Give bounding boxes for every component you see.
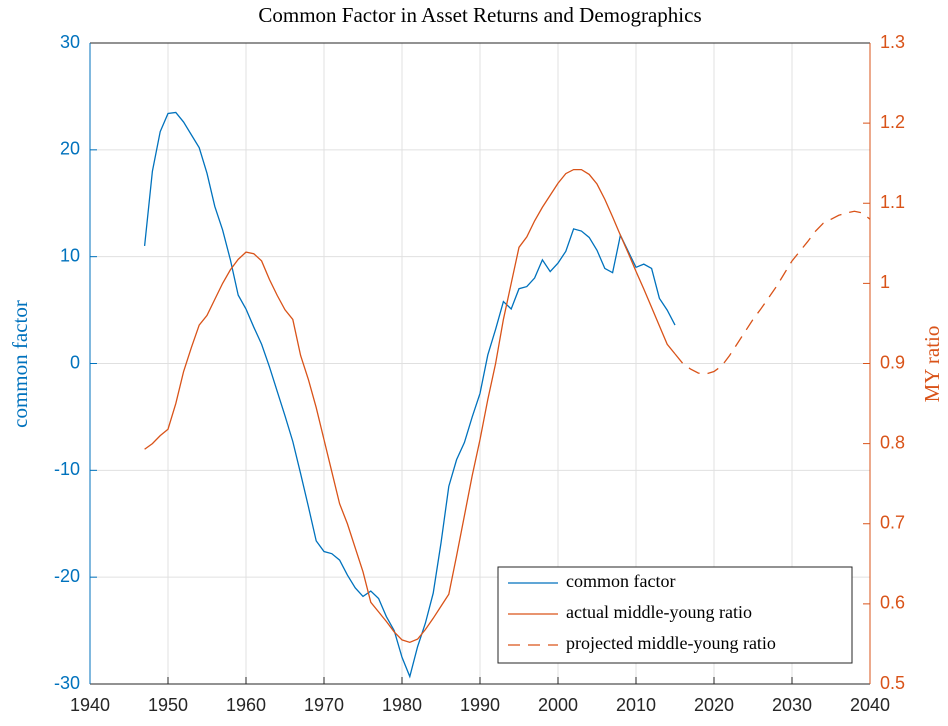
y2-tick-label: 0.5 (880, 673, 905, 693)
x-tick-label: 1970 (304, 695, 344, 715)
y2-tick-label: 1.2 (880, 112, 905, 132)
y2-tick-label: 0.9 (880, 352, 905, 372)
y-tick-label: 20 (60, 139, 80, 159)
chart-title: Common Factor in Asset Returns and Demog… (258, 3, 701, 27)
y2-tick-label: 0.7 (880, 513, 905, 533)
x-tick-label: 2040 (850, 695, 890, 715)
y-tick-label: 10 (60, 245, 80, 265)
y2-tick-label: 0.8 (880, 432, 905, 452)
y2-tick-label: 1.3 (880, 32, 905, 52)
x-tick-label: 2030 (772, 695, 812, 715)
x-tick-label: 2000 (538, 695, 578, 715)
y-tick-label: -10 (54, 459, 80, 479)
y2-tick-label: 1 (880, 272, 890, 292)
x-tick-label: 1940 (70, 695, 110, 715)
x-tick-label: 1960 (226, 695, 266, 715)
x-tick-label: 1980 (382, 695, 422, 715)
legend-label: common factor (566, 571, 675, 591)
y2-axis-label: MY ratio (920, 326, 944, 403)
y-tick-label: -20 (54, 566, 80, 586)
y-tick-label: 30 (60, 32, 80, 52)
x-tick-label: 1990 (460, 695, 500, 715)
y-tick-label: -30 (54, 673, 80, 693)
series-line (143, 111, 676, 679)
y-tick-label: 0 (70, 352, 80, 372)
x-tick-label: 1950 (148, 695, 188, 715)
legend-label: actual middle-young ratio (566, 602, 752, 622)
y2-tick-label: 0.6 (880, 593, 905, 613)
x-tick-label: 2010 (616, 695, 656, 715)
x-tick-label: 2020 (694, 695, 734, 715)
y-axis-label: common factor (8, 300, 32, 428)
legend-label: projected middle-young ratio (566, 633, 776, 653)
series-line (674, 210, 871, 375)
y2-tick-label: 1.1 (880, 192, 905, 212)
series-line (144, 168, 676, 644)
